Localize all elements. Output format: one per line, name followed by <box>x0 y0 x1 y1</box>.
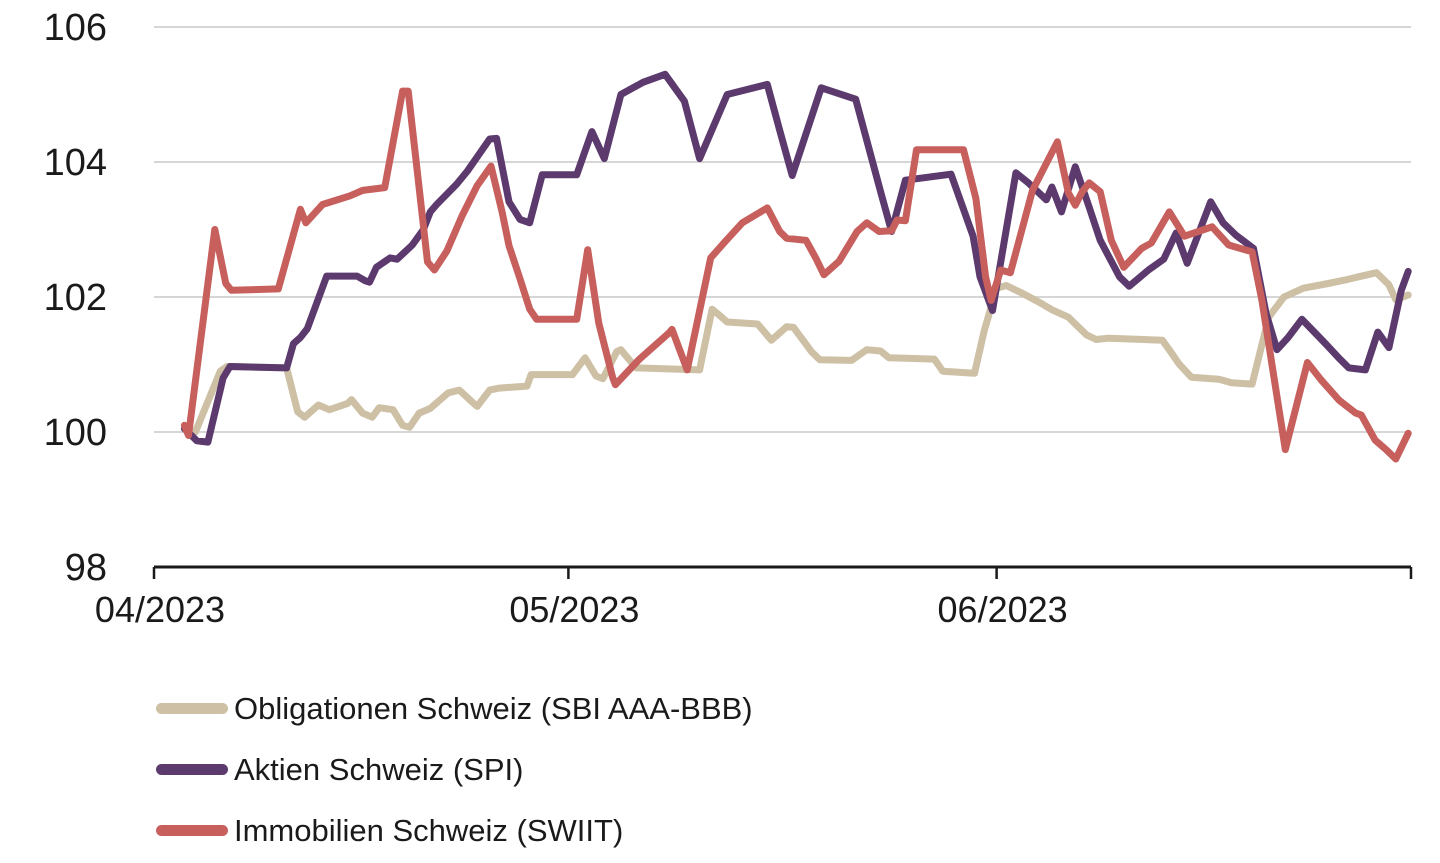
series-line-aktien <box>180 70 1412 446</box>
legend-item-aktien: Aktien Schweiz (SPI) <box>156 749 753 790</box>
legend-swatch-aktien <box>156 764 228 775</box>
y-tick-label: 106 <box>44 7 107 49</box>
legend-label-aktien: Aktien Schweiz (SPI) <box>234 752 524 787</box>
series-line-immobilien <box>180 87 1412 463</box>
x-tick-label: 05/2023 <box>509 589 639 630</box>
y-tick-label: 100 <box>44 412 107 454</box>
legend-item-immobilien: Immobilien Schweiz (SWIIT) <box>156 810 753 851</box>
legend-item-obligationen: Obligationen Schweiz (SBI AAA-BBB) <box>156 688 753 729</box>
legend-label-immobilien: Immobilien Schweiz (SWIIT) <box>234 813 624 848</box>
legend-swatch-immobilien <box>156 825 228 836</box>
legend-label-obligationen: Obligationen Schweiz (SBI AAA-BBB) <box>234 691 753 726</box>
y-tick-label: 102 <box>44 277 107 319</box>
legend-swatch-obligationen <box>156 703 228 714</box>
series-line-obligationen <box>180 269 1412 436</box>
x-tick-label: 06/2023 <box>938 589 1068 630</box>
y-tick-label: 98 <box>65 547 107 589</box>
plot-area: 98 100 102 104 106 04/2023 05/2023 06/2023 <box>44 7 1413 630</box>
chart-legend: Obligationen Schweiz (SBI AAA-BBB) Aktie… <box>156 688 753 863</box>
y-tick-label: 104 <box>44 142 107 184</box>
x-tick-label: 04/2023 <box>95 589 225 630</box>
